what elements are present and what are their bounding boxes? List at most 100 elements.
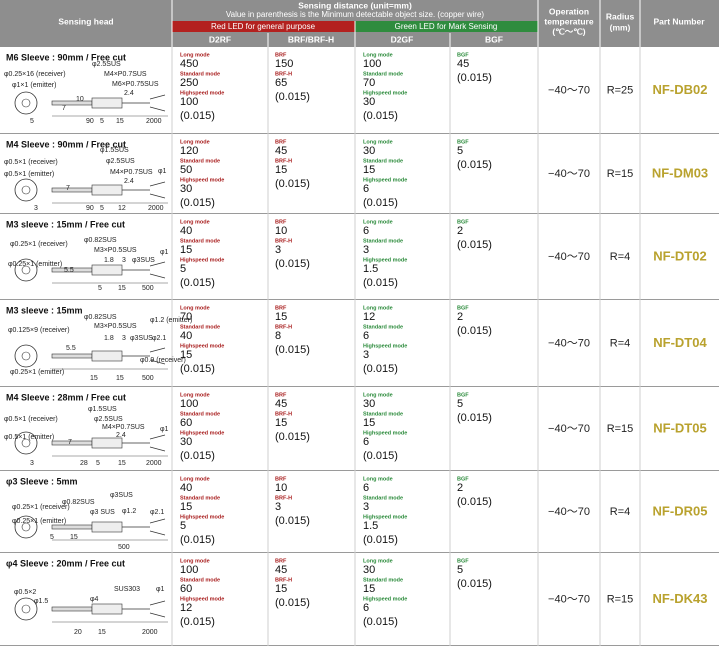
- mode-value: 3: [363, 501, 369, 513]
- min-size: (0.015): [457, 412, 492, 424]
- diagram-label: 5.5: [66, 345, 76, 352]
- mode-value: 5: [180, 263, 186, 275]
- diagram-label: φ1: [158, 168, 167, 175]
- mode-value: 6: [363, 183, 369, 195]
- body: [91, 264, 123, 276]
- header-radius: (mm): [610, 22, 631, 32]
- body: [91, 603, 123, 615]
- mode-value: 30: [363, 96, 375, 108]
- diagram-label: φ3SUS: [130, 335, 153, 342]
- mode-label: BGF: [457, 52, 469, 58]
- mode-label: BGF: [457, 558, 469, 564]
- diagram-label: 15: [116, 375, 124, 382]
- diagram-label: φ0.25×16 (receiver): [4, 71, 66, 78]
- mode-label: Long mode: [363, 52, 393, 58]
- mode-value: 3: [363, 349, 369, 361]
- mode-label: BRF-H: [275, 495, 292, 501]
- mode-label: BRF-H: [275, 158, 292, 164]
- min-size: (0.015): [275, 597, 310, 609]
- min-size: (0.015): [457, 159, 492, 171]
- mode-value: 30: [363, 398, 375, 410]
- mode-label: Long mode: [180, 139, 210, 145]
- diagram-label: φ2.5SUS: [92, 61, 121, 68]
- temperature: −40〜70: [548, 168, 590, 180]
- head-core: [21, 522, 31, 532]
- min-size: (0.015): [363, 534, 398, 546]
- part-number: NF-DT05: [653, 420, 706, 435]
- mode-value: 3: [275, 244, 281, 256]
- min-size: (0.015): [457, 496, 492, 508]
- mode-label: BRF-H: [275, 238, 292, 244]
- mode-label: Highspeed mode: [363, 343, 407, 349]
- mode-value: 150: [275, 58, 293, 70]
- diagram-label: 500: [142, 285, 154, 292]
- diagram-label: φ3 SUS: [90, 509, 115, 516]
- diagram-label: 7: [62, 105, 66, 112]
- diagram-label: φ0.5×1 (emitter): [4, 171, 54, 178]
- mode-value: 30: [180, 436, 192, 448]
- mode-value: 2: [457, 482, 463, 494]
- diagram-label: M4×P0.7SUS: [110, 169, 153, 176]
- header-green-led: Green LED for Mark Sensing: [395, 22, 498, 31]
- diagram-label: φ0.9 (receiver): [140, 357, 186, 364]
- mode-label: Standard mode: [363, 577, 403, 583]
- mode-value: 50: [180, 164, 192, 176]
- diagram-label: 5: [50, 534, 54, 541]
- mode-label: Long mode: [180, 305, 210, 311]
- head-front: [14, 91, 38, 115]
- radius: R=15: [607, 423, 634, 435]
- diagram-label: φ0.5×1 (receiver): [4, 416, 58, 423]
- diagram-label: φ0.25×1 (receiver): [10, 241, 68, 248]
- temperature: −40〜70: [548, 506, 590, 518]
- part-number: NF-DB02: [653, 82, 708, 97]
- mode-value: 40: [180, 330, 192, 342]
- fiber: [122, 600, 166, 618]
- min-size: (0.015): [275, 431, 310, 443]
- head-front: [14, 431, 38, 455]
- min-size: (0.015): [363, 450, 398, 462]
- mode-value: 5: [457, 398, 463, 410]
- row-title: M4 Sleeve : 90mm / Free cut: [6, 139, 126, 149]
- sleeve: [51, 440, 93, 446]
- min-size: (0.015): [180, 616, 215, 628]
- mode-label: Long mode: [180, 476, 210, 482]
- diagram-label: φ0.25×1 (receiver): [12, 504, 70, 511]
- diagram-label: 5: [30, 118, 34, 125]
- mode-value: 45: [275, 564, 287, 576]
- row-title: M3 sleeve : 15mm: [6, 305, 83, 315]
- mode-value: 15: [275, 164, 287, 176]
- mode-label: Highspeed mode: [180, 430, 224, 436]
- head-front: [14, 258, 38, 282]
- min-size: (0.015): [180, 277, 215, 289]
- mode-label: Standard mode: [363, 324, 403, 330]
- diagram-label: M3×P0.5SUS: [94, 323, 137, 330]
- mode-label: Highspeed mode: [363, 257, 407, 263]
- head-front: [14, 597, 38, 621]
- diagram-label: φ0.82SUS: [62, 499, 95, 506]
- diagram-label: 90: [86, 205, 94, 212]
- sleeve: [51, 187, 93, 193]
- mode-value: 100: [180, 96, 198, 108]
- fiber: [122, 181, 166, 199]
- diagram-label: φ0.25×1 (emitter): [8, 261, 62, 268]
- mode-label: Standard mode: [363, 411, 403, 417]
- diagram-label: 15: [116, 118, 124, 125]
- radius: R=25: [607, 84, 634, 96]
- diagram-label: φ1.5: [34, 598, 48, 605]
- mode-value: 15: [275, 417, 287, 429]
- diagram-label: φ0.82SUS: [84, 314, 117, 321]
- mode-value: 12: [363, 311, 375, 323]
- green-led-bar: [355, 21, 538, 32]
- diagram-label: 15: [90, 375, 98, 382]
- mode-value: 6: [363, 330, 369, 342]
- diagram-label: φ1.2 (emitter): [150, 317, 192, 324]
- mode-label: Highspeed mode: [363, 430, 407, 436]
- diagram-label: 2000: [148, 205, 164, 212]
- min-size: (0.015): [457, 72, 492, 84]
- header-red-led: Red LED for general purpose: [211, 22, 316, 31]
- diagram-label: 90: [86, 118, 94, 125]
- mode-label: Highspeed mode: [180, 343, 224, 349]
- diagram-label: 2.4: [116, 432, 126, 439]
- mode-label: Standard mode: [180, 158, 220, 164]
- head-front: [14, 515, 38, 539]
